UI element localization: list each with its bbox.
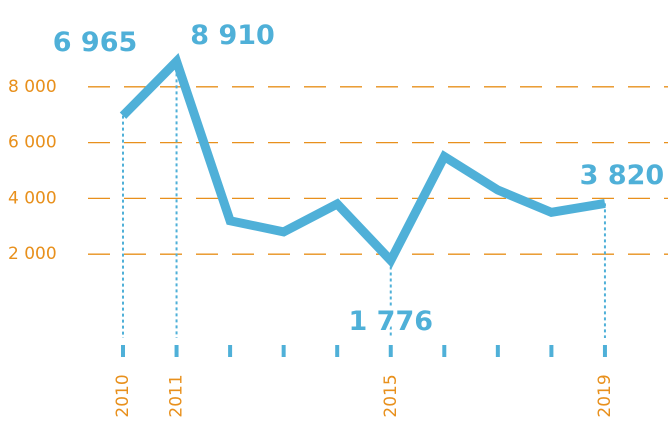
y-tick-label: 2 000 bbox=[8, 244, 57, 264]
value-label: 8 910 bbox=[190, 20, 275, 51]
x-tick-label: 2019 bbox=[595, 374, 615, 417]
y-tick-label: 4 000 bbox=[8, 188, 57, 208]
x-tick-label: 2011 bbox=[167, 374, 187, 417]
y-tick-label: 8 000 bbox=[8, 77, 57, 97]
line bbox=[119, 53, 606, 269]
value-label: 1 776 bbox=[348, 306, 433, 337]
x-tick-label: 2010 bbox=[113, 374, 133, 417]
x-tick-label: 2015 bbox=[381, 374, 401, 417]
y-tick-label: 6 000 bbox=[8, 133, 57, 153]
value-label: 6 965 bbox=[53, 27, 138, 58]
value-label: 3 820 bbox=[580, 160, 665, 191]
